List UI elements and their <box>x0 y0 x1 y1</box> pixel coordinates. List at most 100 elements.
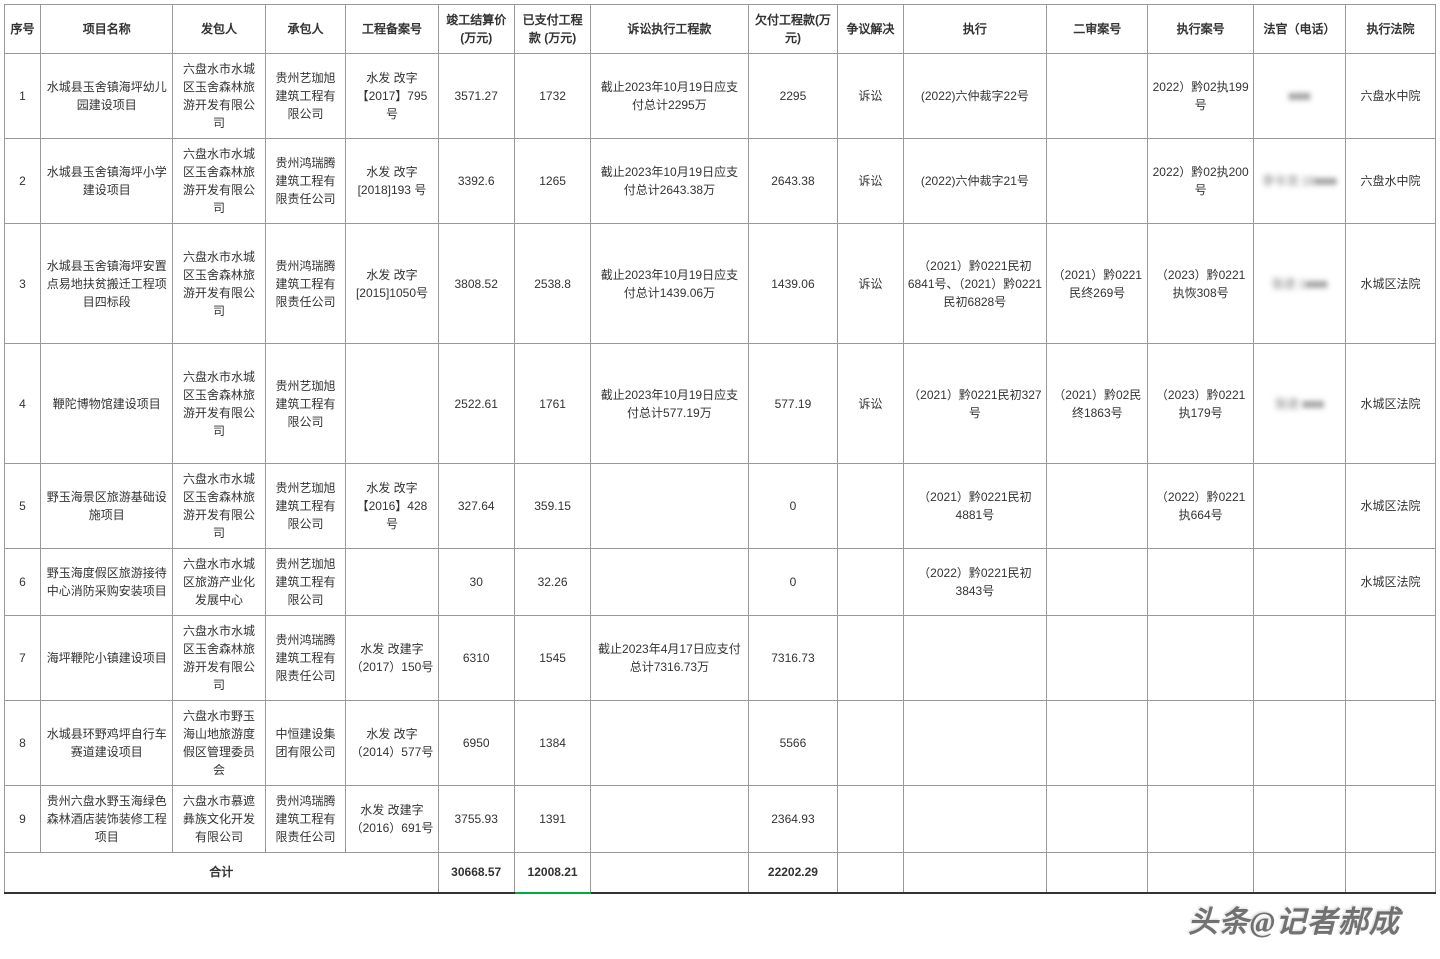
cell-owed: 0 <box>748 464 838 549</box>
cell-judge <box>1253 549 1345 616</box>
project-table: 序号项目名称发包人承包人工程备案号竣工结算价 (万元)已支付工程款 (万元)诉讼… <box>4 4 1436 894</box>
cell-judge: 李令流 18■■■ <box>1253 139 1345 224</box>
totals-owed: 22202.29 <box>748 853 838 893</box>
col-header-1: 项目名称 <box>40 5 173 54</box>
totals-row: 合计 30668.57 12008.21 22202.29 <box>5 853 1436 893</box>
col-header-6: 已支付工程款 (万元) <box>514 5 590 54</box>
cell-court <box>1346 616 1436 701</box>
cell-owner: 六盘水市水城区玉舍森林旅游开发有限公司 <box>173 54 265 139</box>
cell-project: 海坪鞭陀小镇建设项目 <box>40 616 173 701</box>
cell-paid: 1761 <box>514 344 590 464</box>
cell-dispute: 诉讼 <box>838 54 903 139</box>
table-row: 6野玉海度假区旅游接待中心消防采购安装项目六盘水市水城区旅游产业化发展中心贵州艺… <box>5 549 1436 616</box>
cell-lawsuit: 截止2023年10月19日应支付总计2643.38万 <box>591 139 748 224</box>
cell-appeal <box>1047 549 1148 616</box>
cell-settle: 3392.6 <box>438 139 514 224</box>
cell-seq: 4 <box>5 344 41 464</box>
cell-fileno <box>346 549 438 616</box>
cell-judge: 张进 1■■■ <box>1253 224 1345 344</box>
cell-fileno: 水发 改字[2018]193 号 <box>346 139 438 224</box>
cell-execno: （2022）黔0221 执664号 <box>1148 464 1254 549</box>
cell-fileno <box>346 344 438 464</box>
cell-court: 水城区法院 <box>1346 224 1436 344</box>
cell-exec: (2022)六仲裁字21号 <box>903 139 1047 224</box>
cell-settle: 2522.61 <box>438 344 514 464</box>
col-header-4: 工程备案号 <box>346 5 438 54</box>
cell-owner: 六盘水市水城区玉舍森林旅游开发有限公司 <box>173 224 265 344</box>
cell-lawsuit <box>591 464 748 549</box>
cell-exec <box>903 786 1047 853</box>
watermark-text: 头条@记者郝成 <box>1188 897 1400 941</box>
cell-paid: 359.15 <box>514 464 590 549</box>
cell-lawsuit: 截止2023年10月19日应支付总计1439.06万 <box>591 224 748 344</box>
cell-owner: 六盘水市慕遮彝族文化开发有限公司 <box>173 786 265 853</box>
cell-execno <box>1148 616 1254 701</box>
cell-fileno: 水发 改建字（2016）691号 <box>346 786 438 853</box>
table-row: 5野玉海景区旅游基础设施项目六盘水市水城区玉舍森林旅游开发有限公司贵州艺珈旭建筑… <box>5 464 1436 549</box>
cell-appeal <box>1047 616 1148 701</box>
col-header-9: 争议解决 <box>838 5 903 54</box>
cell-project: 水城县玉舍镇海坪安置点易地扶贫搬迁工程项目四标段 <box>40 224 173 344</box>
cell-project: 野玉海度假区旅游接待中心消防采购安装项目 <box>40 549 173 616</box>
cell-court: 水城区法院 <box>1346 344 1436 464</box>
cell-dispute: 诉讼 <box>838 344 903 464</box>
col-header-8: 欠付工程款(万元) <box>748 5 838 54</box>
cell-seq: 5 <box>5 464 41 549</box>
cell-dispute <box>838 549 903 616</box>
cell-seq: 1 <box>5 54 41 139</box>
cell-fileno: 水发 改字（2014）577号 <box>346 701 438 786</box>
cell-appeal <box>1047 54 1148 139</box>
cell-seq: 3 <box>5 224 41 344</box>
cell-execno: （2023）黔0221执179号 <box>1148 344 1254 464</box>
table-row: 8水城县环野鸡坪自行车赛道建设项目六盘水市野玉海山地旅游度假区管理委员会中恒建设… <box>5 701 1436 786</box>
cell-owner: 六盘水市水城区玉舍森林旅游开发有限公司 <box>173 464 265 549</box>
cell-dispute <box>838 786 903 853</box>
col-header-7: 诉讼执行工程款 <box>591 5 748 54</box>
cell-project: 水城县玉舍镇海坪幼儿园建设项目 <box>40 54 173 139</box>
cell-appeal: （2021）黔0221民终269号 <box>1047 224 1148 344</box>
col-header-0: 序号 <box>5 5 41 54</box>
table-header-row: 序号项目名称发包人承包人工程备案号竣工结算价 (万元)已支付工程款 (万元)诉讼… <box>5 5 1436 54</box>
cell-settle: 327.64 <box>438 464 514 549</box>
cell-contractor: 贵州鸿瑞腾建筑工程有限责任公司 <box>265 616 346 701</box>
cell-project: 水城县玉舍镇海坪小学建设项目 <box>40 139 173 224</box>
cell-exec: (2022)六仲裁字22号 <box>903 54 1047 139</box>
cell-court <box>1346 701 1436 786</box>
cell-exec: （2022）黔0221民初3843号 <box>903 549 1047 616</box>
table-row: 9贵州六盘水野玉海绿色森林酒店装饰装修工程项目六盘水市慕遮彝族文化开发有限公司贵… <box>5 786 1436 853</box>
cell-dispute <box>838 464 903 549</box>
cell-contractor: 贵州鸿瑞腾建筑工程有限责任公司 <box>265 786 346 853</box>
cell-contractor: 贵州艺珈旭建筑工程有限公司 <box>265 464 346 549</box>
cell-settle: 3571.27 <box>438 54 514 139</box>
cell-appeal <box>1047 701 1148 786</box>
totals-label: 合计 <box>5 853 439 893</box>
col-header-3: 承包人 <box>265 5 346 54</box>
cell-project: 水城县环野鸡坪自行车赛道建设项目 <box>40 701 173 786</box>
cell-owed: 0 <box>748 549 838 616</box>
cell-appeal: （2021）黔02民终1863号 <box>1047 344 1148 464</box>
cell-fileno: 水发 改字【2017】795 号 <box>346 54 438 139</box>
cell-judge <box>1253 701 1345 786</box>
cell-paid: 1265 <box>514 139 590 224</box>
cell-dispute: 诉讼 <box>838 224 903 344</box>
col-header-11: 二审案号 <box>1047 5 1148 54</box>
cell-owed: 2643.38 <box>748 139 838 224</box>
col-header-5: 竣工结算价 (万元) <box>438 5 514 54</box>
cell-owner: 六盘水市水城区玉舍森林旅游开发有限公司 <box>173 616 265 701</box>
cell-lawsuit <box>591 786 748 853</box>
cell-owner: 六盘水市水城区玉舍森林旅游开发有限公司 <box>173 344 265 464</box>
table-row: 4鞭陀博物馆建设项目六盘水市水城区玉舍森林旅游开发有限公司贵州艺珈旭建筑工程有限… <box>5 344 1436 464</box>
cell-exec <box>903 616 1047 701</box>
table-row: 7海坪鞭陀小镇建设项目六盘水市水城区玉舍森林旅游开发有限公司贵州鸿瑞腾建筑工程有… <box>5 616 1436 701</box>
totals-lawsuit <box>591 853 748 893</box>
cell-owed: 5566 <box>748 701 838 786</box>
cell-exec: （2021）黔0221民初6841号、（2021）黔0221民初6828号 <box>903 224 1047 344</box>
cell-project: 贵州六盘水野玉海绿色森林酒店装饰装修工程项目 <box>40 786 173 853</box>
cell-judge <box>1253 616 1345 701</box>
cell-execno: 2022）黔02执200号 <box>1148 139 1254 224</box>
cell-project: 野玉海景区旅游基础设施项目 <box>40 464 173 549</box>
cell-owed: 1439.06 <box>748 224 838 344</box>
col-header-2: 发包人 <box>173 5 265 54</box>
cell-seq: 6 <box>5 549 41 616</box>
cell-owed: 2364.93 <box>748 786 838 853</box>
